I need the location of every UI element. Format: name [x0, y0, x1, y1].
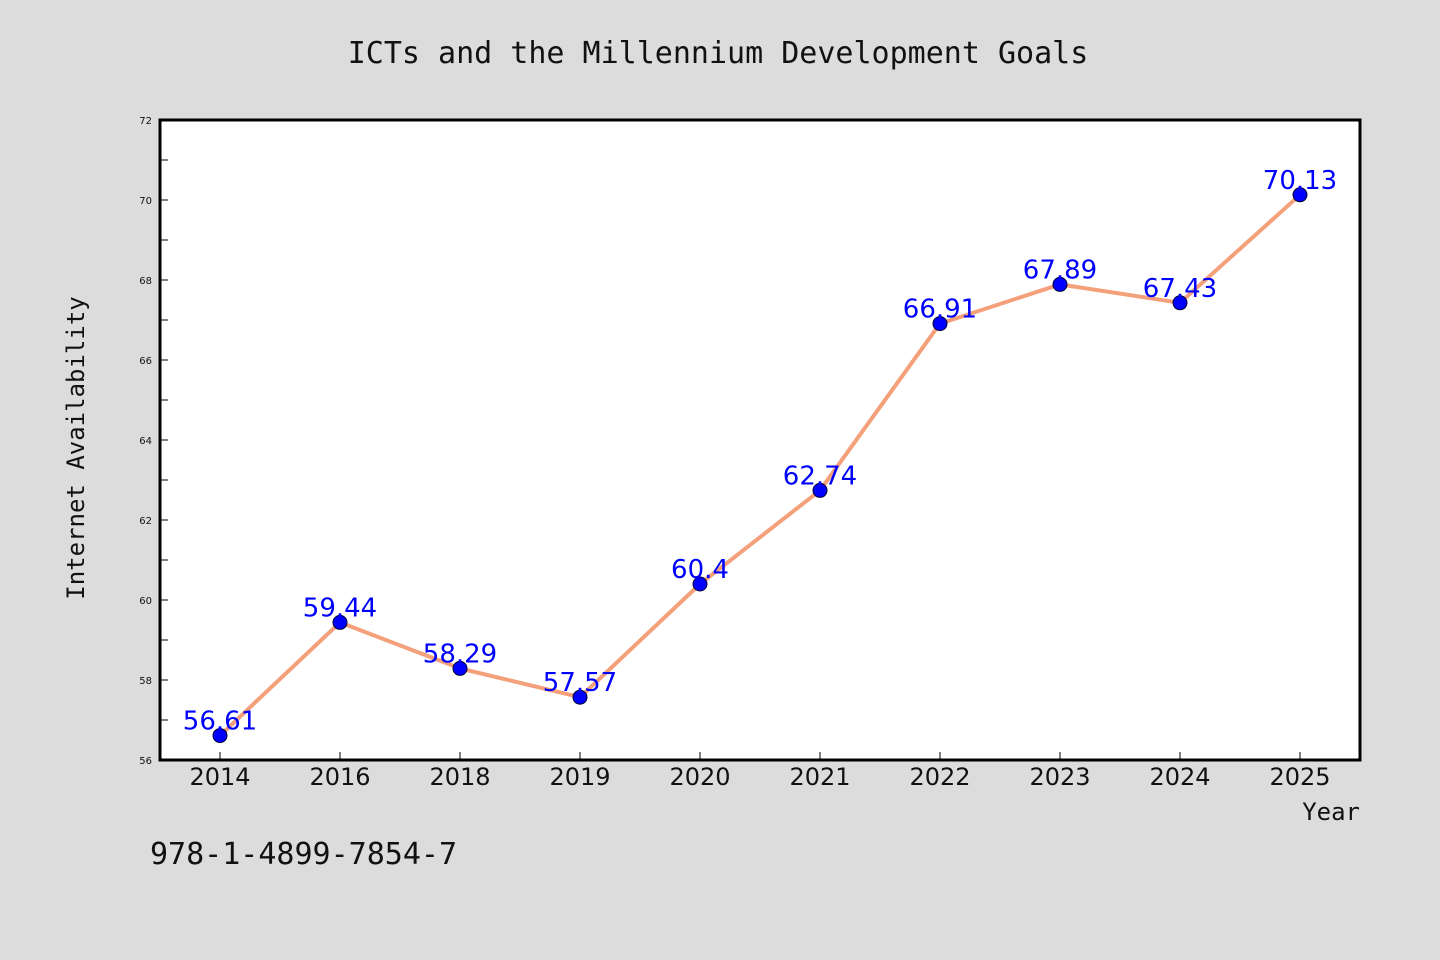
series-group: 56.61 59.44 58.29 57.57 60.4 62.74 66.91 67.89 6…: [183, 166, 1337, 744]
x-tick-label: 2025: [1269, 763, 1330, 791]
series-line: [218, 193, 1302, 738]
data-point: [812, 482, 828, 498]
data-point: [212, 728, 228, 744]
data-point: [572, 689, 588, 705]
data-point: [932, 316, 948, 332]
chart-title: ICTs and the Millennium Development Goal…: [348, 36, 1089, 71]
data-point: [1292, 187, 1308, 203]
data-label: 57.57: [543, 668, 617, 698]
data-label: 62.74: [783, 461, 857, 491]
x-tick-label: 2016: [309, 763, 370, 791]
data-label: 56.61: [183, 707, 257, 737]
data-label: 67.43: [1143, 274, 1217, 304]
x-tick-label: 2014: [189, 763, 250, 791]
y-tick-label: 56: [139, 756, 152, 767]
x-tick-label: 2022: [909, 763, 970, 791]
x-tick-label: 2019: [549, 763, 610, 791]
data-label: 58.29: [423, 639, 497, 669]
x-tick-label: 2020: [669, 763, 730, 791]
data-point: [1172, 295, 1188, 311]
data-label: 66.91: [903, 295, 977, 325]
x-axis-ticks: 2014 2016 2018 2019 2020 2021 2022 2023 2024 2025: [189, 752, 1331, 791]
data-label: 70.13: [1263, 166, 1337, 196]
y-tick-label: 70: [139, 196, 152, 207]
data-label: 60.4: [671, 555, 729, 585]
plot-area: [158, 118, 1362, 762]
y-tick-label: 72: [139, 116, 152, 127]
x-axis-label: Year: [1302, 798, 1360, 826]
y-tick-label: 62: [139, 516, 152, 527]
isbn-text: 978-1-4899-7854-7: [150, 837, 457, 872]
y-tick-label: 64: [139, 436, 152, 447]
data-point: [452, 660, 468, 676]
data-point: [692, 576, 708, 592]
data-point: [1052, 276, 1068, 292]
x-tick-label: 2018: [429, 763, 490, 791]
y-axis-ticks: 56 58 60 62 64 66 68 70 72: [139, 116, 168, 767]
data-label: 67.89: [1023, 255, 1097, 285]
x-tick-label: 2024: [1149, 763, 1210, 791]
y-tick-label: 58: [139, 676, 152, 687]
x-tick-label: 2021: [789, 763, 850, 791]
y-axis-label: Internet Availability: [62, 296, 90, 599]
y-tick-label: 66: [139, 356, 152, 367]
data-label: 59.44: [303, 593, 377, 623]
data-point: [332, 614, 348, 630]
x-tick-label: 2023: [1029, 763, 1090, 791]
y-tick-label: 60: [139, 596, 152, 607]
y-tick-label: 68: [139, 276, 152, 287]
